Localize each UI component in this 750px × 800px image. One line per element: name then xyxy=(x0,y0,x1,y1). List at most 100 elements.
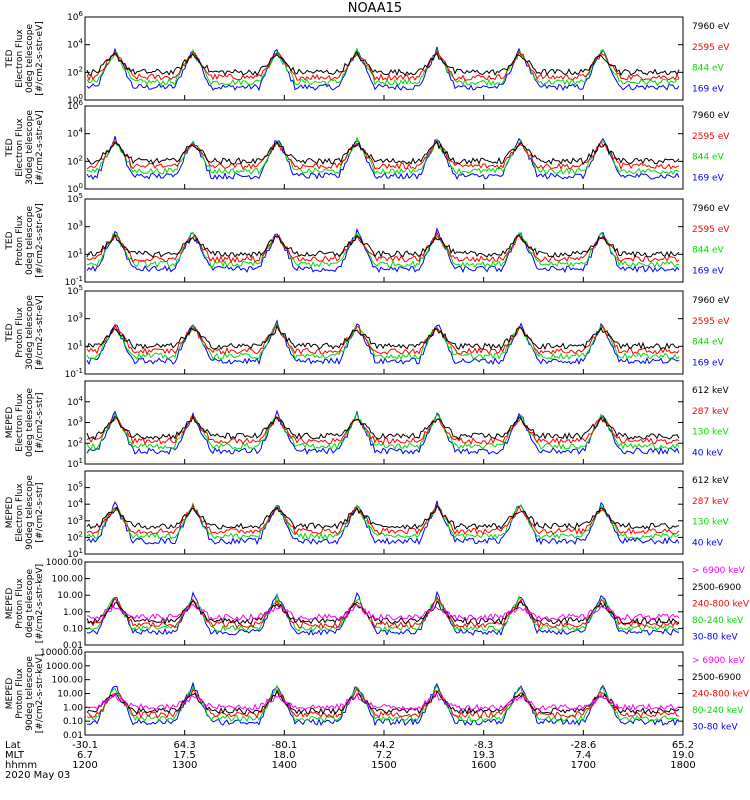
panel-5: MEPED Electron Flux 0deg telescope [#/cm2-s… xyxy=(5,380,729,465)
y-tick-label: 1.00 xyxy=(63,703,83,713)
y-axis-label-line: Electron Flux xyxy=(15,118,25,177)
y-tick-label: 1000.00 xyxy=(46,558,83,568)
y-axis-label-line: Proton Flux xyxy=(15,668,25,719)
legend-entry: > 6900 keV xyxy=(692,566,746,576)
y-axis-label-line: MEPED xyxy=(5,407,15,439)
y-axis-label-line: Electron Flux xyxy=(15,483,25,542)
y-axis-label-line: 0deg telescope xyxy=(25,388,35,458)
y-axis-label-line: TED xyxy=(5,49,15,68)
series-trace xyxy=(86,590,680,637)
plot-frame xyxy=(84,561,684,646)
x-row-label: MLT xyxy=(5,750,25,761)
y-axis-label-line: [#/cm2-s-str-eV] xyxy=(35,295,45,370)
legend-entry: 844 eV xyxy=(692,338,725,348)
legend-entry: 612 keV xyxy=(692,476,729,486)
legend-entry: 40 keV xyxy=(692,538,724,548)
series-trace xyxy=(86,324,680,351)
legend-entry: 2595 eV xyxy=(692,225,730,235)
y-tick-label: 102 xyxy=(67,65,83,78)
chart-title: NOAA15 xyxy=(347,1,403,16)
y-axis-label-line: 90deg telescope xyxy=(25,656,35,731)
y-axis-label-line: [#/cm2-s-str] xyxy=(35,392,45,452)
y-tick-label: 103 xyxy=(67,220,83,233)
y-tick-label: 100 xyxy=(67,93,83,106)
y-tick-label: 106 xyxy=(67,99,83,112)
x-tick-label: -30.1 xyxy=(72,740,98,751)
y-tick-label: 101 xyxy=(67,457,83,470)
legend-entry: 844 eV xyxy=(692,246,725,256)
y-axis-label-line: Electron Flux xyxy=(15,393,25,452)
x-tick-label: 1500 xyxy=(371,760,396,771)
legend-entry: 169 eV xyxy=(692,84,725,94)
y-tick-label: 100.00 xyxy=(52,575,84,585)
y-tick-label: 100.00 xyxy=(52,676,84,686)
y-tick-label: 100 xyxy=(67,182,83,195)
legend-entry: 80-240 keV xyxy=(692,616,744,626)
y-tick-label: 104 xyxy=(67,127,83,140)
series-trace xyxy=(86,687,679,719)
x-tick-label: 17.5 xyxy=(174,750,196,761)
y-axis-label-line: 0deg telescope xyxy=(25,206,35,276)
legend-entry: 2500-6900 xyxy=(692,673,741,683)
x-tick-label: 1600 xyxy=(471,760,496,771)
legend-entry: 169 eV xyxy=(692,358,725,368)
series-trace xyxy=(86,415,680,441)
x-tick-label: 1700 xyxy=(571,760,596,771)
series-trace xyxy=(87,603,680,622)
x-tick-label: 65.2 xyxy=(672,740,694,751)
legend-entry: 844 eV xyxy=(692,153,725,163)
y-tick-label: 1.00 xyxy=(63,608,83,618)
series-trace xyxy=(86,46,680,92)
y-tick-label: 104 xyxy=(67,497,83,510)
y-tick-label: 102 xyxy=(67,154,83,167)
series-trace xyxy=(86,231,680,269)
x-row-label: Lat xyxy=(5,740,21,751)
panel-4: TED Proton Flux 30deg telescope [#/cm2-s-st… xyxy=(5,290,730,375)
legend-entry: 240-800 keV xyxy=(692,599,750,609)
legend-entry: 240-800 keV xyxy=(692,689,750,699)
x-tick-label: 1400 xyxy=(272,760,297,771)
series-trace xyxy=(86,503,680,536)
y-axis-label-line: 0deg telescope xyxy=(25,24,35,94)
y-tick-label: 101 xyxy=(67,247,83,260)
x-tick-label: -80.1 xyxy=(271,740,297,751)
series-trace xyxy=(86,136,680,176)
y-tick-label: 0.10 xyxy=(63,624,83,634)
x-tick-label: 64.3 xyxy=(174,740,196,751)
legend-entry: 169 eV xyxy=(692,266,725,276)
legend-entry: 287 keV xyxy=(692,407,729,417)
legend-entry: 844 eV xyxy=(692,64,725,74)
x-tick-label: 1300 xyxy=(172,760,197,771)
y-axis-label-line: MEPED xyxy=(5,497,15,529)
x-tick-label: 19.0 xyxy=(672,750,694,761)
y-tick-label: 104 xyxy=(67,395,83,408)
y-axis-label-line: TED xyxy=(5,323,15,342)
y-axis-label-line: 30deg telescope xyxy=(25,110,35,185)
legend-entry: 2595 eV xyxy=(692,317,730,327)
legend-entry: 169 eV xyxy=(692,173,725,183)
y-tick-label: 0.01 xyxy=(63,641,83,651)
y-axis-label-line: [#/cm2-s-str-eV] xyxy=(35,203,45,278)
y-tick-label: 101 xyxy=(67,339,83,352)
legend-entry: 287 keV xyxy=(692,497,729,507)
y-axis-label-line: Proton Flux xyxy=(15,307,25,358)
x-tick-label: 1200 xyxy=(72,760,97,771)
legend-entry: 40 keV xyxy=(692,448,724,458)
plot-frame xyxy=(84,651,684,736)
series-trace xyxy=(86,227,680,274)
x-tick-label: 7.4 xyxy=(575,750,591,761)
series-trace xyxy=(86,140,680,166)
y-axis-label-line: 30deg telescope xyxy=(25,295,35,370)
legend-entry: 30-80 keV xyxy=(692,723,738,733)
x-tick-label: 19.3 xyxy=(473,750,495,761)
y-axis-label-line: 0deg telescope xyxy=(25,569,35,639)
y-axis-label-line: Proton Flux xyxy=(15,215,25,266)
series-trace xyxy=(86,51,680,77)
x-tick-label: 1800 xyxy=(670,760,695,771)
legend-entry: 2595 eV xyxy=(692,43,730,53)
series-trace xyxy=(86,409,680,456)
y-tick-label: 104 xyxy=(67,38,83,51)
x-tick-label: 6.7 xyxy=(77,750,93,761)
panel-1: TED Electron Flux 0deg telescope [#/cm2-s-s… xyxy=(5,16,730,101)
y-tick-label: 0.10 xyxy=(63,717,83,727)
